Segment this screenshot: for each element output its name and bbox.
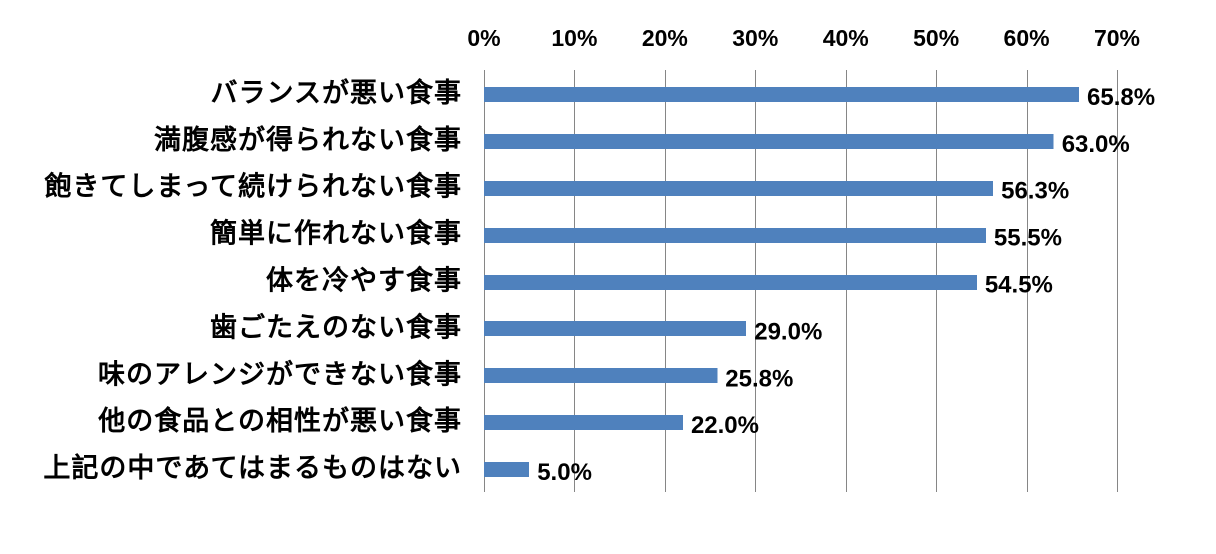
x-tick-label: 60% <box>1004 25 1050 51</box>
data-label: 63.0% <box>1062 131 1130 158</box>
bar <box>484 134 1054 149</box>
category-label: 味のアレンジができない食事 <box>98 358 462 390</box>
category-label: 上記の中であてはまるものはない <box>43 452 462 484</box>
data-label: 55.5% <box>994 225 1062 252</box>
data-label: 5.0% <box>537 459 592 486</box>
data-label: 22.0% <box>691 412 759 439</box>
bar <box>484 181 994 196</box>
category-label: 歯ごたえのない食事 <box>210 311 462 343</box>
x-tick-label: 10% <box>551 25 597 51</box>
data-label: 54.5% <box>985 272 1053 299</box>
x-tick-label: 70% <box>1094 25 1140 51</box>
bars <box>484 87 1080 477</box>
bar <box>484 275 977 290</box>
category-label: バランスが悪い食事 <box>211 77 462 109</box>
x-tick-label: 20% <box>642 25 688 51</box>
x-axis-tick-labels: 0% 10% 20% 30% 40% 50% 60% 70% <box>467 25 1140 51</box>
bar <box>484 321 747 336</box>
category-label: 簡単に作れない食事 <box>210 218 462 250</box>
category-label: 満腹感が得られない食事 <box>154 124 462 156</box>
bar <box>484 368 718 383</box>
x-tick-label: 40% <box>823 25 869 51</box>
data-label: 65.8% <box>1087 84 1155 111</box>
bar <box>484 462 530 477</box>
data-label: 29.0% <box>754 318 822 345</box>
x-tick-label: 50% <box>913 25 959 51</box>
category-label: 体を冷やす食事 <box>266 265 462 297</box>
bar <box>484 228 986 243</box>
x-tick-label: 30% <box>732 25 778 51</box>
category-label: 他の食品との相性が悪い食事 <box>97 405 462 437</box>
x-tick-label: 0% <box>467 25 500 51</box>
category-axis-labels: バランスが悪い食事満腹感が得られない食事飽きてしまって続けられない食事簡単に作れ… <box>43 77 462 484</box>
data-label: 25.8% <box>725 365 793 392</box>
bar <box>484 415 683 430</box>
data-labels: 65.8% 63.0% 56.3% 55.5% 54.5% 29.0% 25.8% 22.0%… <box>537 84 1155 486</box>
category-label: 飽きてしまって続けられない食事 <box>44 171 462 203</box>
data-label: 56.3% <box>1001 178 1069 205</box>
bar <box>484 87 1080 102</box>
